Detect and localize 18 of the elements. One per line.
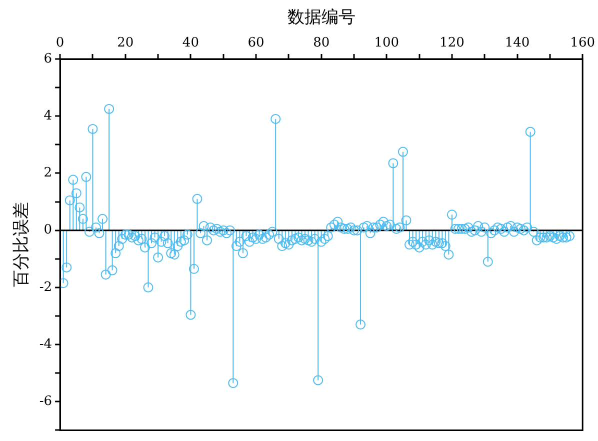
- x-tick-label: 80: [313, 36, 330, 51]
- x-tick-label: 160: [570, 36, 596, 51]
- x-tick-label: 0: [56, 36, 64, 51]
- y-tick-label: -2: [39, 280, 52, 295]
- y-tick-label: -6: [39, 394, 52, 410]
- x-tick-label: 100: [374, 36, 400, 51]
- y-tick-label: 0: [44, 222, 52, 238]
- x-tick-label: 40: [182, 36, 199, 51]
- y-tick-label: -4: [39, 336, 52, 352]
- x-tick-label: 60: [248, 36, 264, 51]
- y-tick-label: 2: [44, 166, 52, 181]
- x-tick-label: 140: [504, 36, 530, 51]
- y-axis-title: 百分比误差: [12, 202, 32, 288]
- y-tick-label: 6: [44, 51, 52, 66]
- y-tick-label: 4: [44, 108, 52, 124]
- x-tick-label: 20: [117, 36, 134, 51]
- x-tick-label: 120: [440, 36, 464, 51]
- x-axis-title: 数据编号: [287, 8, 356, 28]
